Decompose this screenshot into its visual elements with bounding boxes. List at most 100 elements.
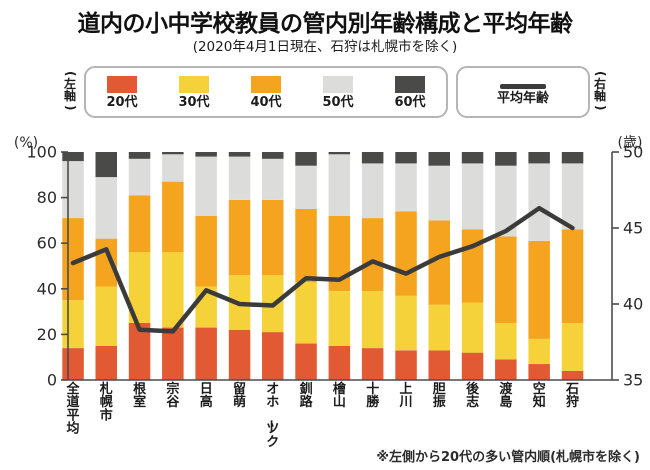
category-label: 空知 (533, 381, 546, 410)
bar-segment (262, 158, 284, 200)
legend-item-label: 60代 (394, 94, 426, 110)
legend-item-40s: 40代 (250, 75, 282, 110)
bar-segment (195, 215, 217, 287)
tick-label: 60 (37, 234, 57, 253)
bar-segment (461, 302, 484, 353)
footnote: ※左側から20代の多い管内順(札幌市を除く) (376, 450, 640, 465)
category-label: 留萌 (233, 381, 246, 410)
bar-segment (361, 163, 384, 219)
category-label: オホーツク (262, 382, 279, 450)
legend-item-average-age: 平均年齢 (497, 80, 549, 105)
bar-segment (295, 152, 317, 166)
legend-bar-series: 20代 30代 40代 50代 60代 (84, 66, 448, 118)
bar-segment (195, 152, 217, 157)
bar-segment (128, 152, 151, 159)
bar-segment (228, 329, 251, 380)
average-age-line-icon (499, 83, 546, 89)
legend-item-60s: 60代 (394, 75, 426, 110)
category-label: 檜山 (333, 381, 347, 410)
category-label: 上川 (398, 382, 412, 410)
legend-item-label: 平均年齢 (496, 90, 549, 106)
bar-segment (295, 282, 317, 344)
tick-label: 50 (623, 143, 643, 162)
bar-segment (95, 177, 117, 239)
bar-segment (262, 152, 284, 159)
legend-item-label: 50代 (322, 94, 354, 110)
bar-segment (461, 352, 484, 380)
bar-segment (395, 163, 417, 212)
bar-segment (162, 154, 184, 182)
right-axis-unit: (歳) (618, 135, 643, 151)
bar-segment (328, 152, 351, 155)
bar-segment (428, 152, 450, 166)
right-axis-tick-labels: 35 40 45 50 (623, 143, 643, 390)
bar-segment (162, 327, 184, 380)
bar-segment (328, 345, 351, 380)
bar-segment (228, 199, 251, 276)
bar-segment (528, 364, 550, 380)
bar-segment (561, 163, 584, 230)
bar-segment (395, 211, 417, 296)
category-label: 日高 (200, 382, 213, 410)
tick-label: 80 (37, 188, 57, 207)
bar-segment (561, 152, 584, 164)
swatch-20s-icon (107, 75, 137, 93)
bars (62, 152, 584, 380)
bar-segment (428, 220, 450, 305)
bar-segment (495, 152, 517, 166)
bar-segment (195, 156, 217, 216)
category-label: 札幌市 (99, 381, 113, 423)
bar-segment (262, 199, 284, 276)
bar-segment (62, 348, 84, 380)
bar-segment (461, 163, 484, 230)
bar-segment (395, 350, 417, 380)
bar-segment (62, 300, 84, 349)
legend-item-label: 30代 (178, 94, 210, 110)
bar-segment (361, 218, 384, 292)
bar-segment (461, 152, 484, 164)
bar-segment (162, 181, 184, 253)
tick-label: 100 (26, 143, 57, 162)
bar-segment (395, 295, 417, 351)
bar-segment (295, 343, 317, 380)
category-label: 根室 (133, 381, 147, 410)
bar-segment (262, 332, 284, 380)
legend-item-label: 40代 (250, 94, 282, 110)
bar-segment (162, 152, 184, 155)
category-label: 胆振 (433, 382, 446, 410)
tick-label: 40 (623, 295, 643, 314)
left-axis-unit: (%) (14, 135, 38, 151)
legend-item-50s: 50代 (322, 75, 354, 110)
legend-left-axis-label: (左軸) (63, 70, 78, 111)
category-label: 石狩 (565, 382, 579, 410)
bar-segment (62, 161, 84, 219)
category-label: 釧路 (300, 381, 314, 410)
tick-label: 35 (623, 371, 643, 390)
swatch-50s-icon (323, 75, 353, 93)
bar-segment (295, 209, 317, 282)
tick-label: 45 (623, 219, 643, 238)
bar-segment (195, 327, 217, 380)
bar-segment (361, 291, 384, 349)
bar-segment (62, 152, 84, 162)
bar-segment (295, 165, 317, 209)
bar-segment (528, 152, 550, 164)
bar-segment (95, 286, 117, 346)
category-label: 全道平均 (65, 381, 80, 437)
legend-right-axis-label: (右軸) (593, 70, 608, 111)
page-subtitle: (2020年4月1日現在、石狩は札幌市を除く) (192, 39, 458, 55)
page-title: 道内の小中学校教員の管内別年齢構成と平均年齢 (77, 11, 574, 37)
bar-segment (495, 359, 517, 380)
bar-segment (328, 291, 351, 346)
tick-label: 20 (37, 325, 57, 344)
bar-segment (361, 348, 384, 380)
bar-segment (128, 323, 151, 380)
bar-segment (428, 350, 450, 380)
bar-segment (495, 165, 517, 237)
legend-item-label: 20代 (106, 94, 138, 110)
bar-segment (128, 158, 151, 196)
bar-segment (428, 165, 450, 221)
